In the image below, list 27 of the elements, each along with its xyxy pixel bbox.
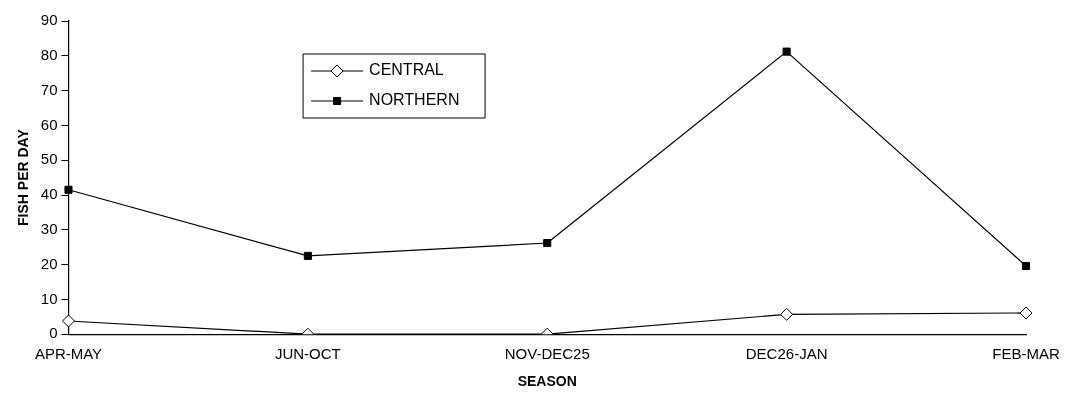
x-tick-label: JUN-OCT: [274, 345, 341, 363]
point: [543, 238, 552, 248]
point: [303, 251, 312, 260]
y-tick-label: 70: [40, 80, 58, 98]
y-tick-label: 0: [49, 324, 58, 342]
point: [1019, 306, 1033, 320]
y-tick-label: 30: [40, 219, 58, 237]
x-tick-label: APR-MAY: [34, 345, 103, 363]
y-tick-label: 60: [40, 115, 58, 133]
y-tick-label: 20: [40, 254, 58, 272]
y-tick-label: 90: [40, 11, 58, 29]
x-tick-label: FEB-MAR: [992, 345, 1060, 363]
point: [1021, 261, 1031, 271]
point: [61, 314, 75, 328]
point: [64, 185, 73, 194]
point: [782, 47, 791, 56]
legend-label: NORTHERN: [369, 91, 460, 109]
x-tick-label: NOV-DEC25: [504, 345, 590, 363]
x-axis-title: SEASON: [517, 373, 577, 390]
y-axis-title: FISH PER DAY: [15, 128, 32, 226]
y-tick-label: 40: [40, 185, 58, 203]
x-tick-label: DEC26-JAN: [745, 345, 828, 363]
y-tick-label: 10: [40, 289, 58, 307]
y-tick-label: 50: [40, 150, 58, 168]
legend-label: CENTRAL: [369, 61, 444, 79]
y-tick-label: 80: [40, 45, 58, 63]
point: [780, 307, 794, 321]
